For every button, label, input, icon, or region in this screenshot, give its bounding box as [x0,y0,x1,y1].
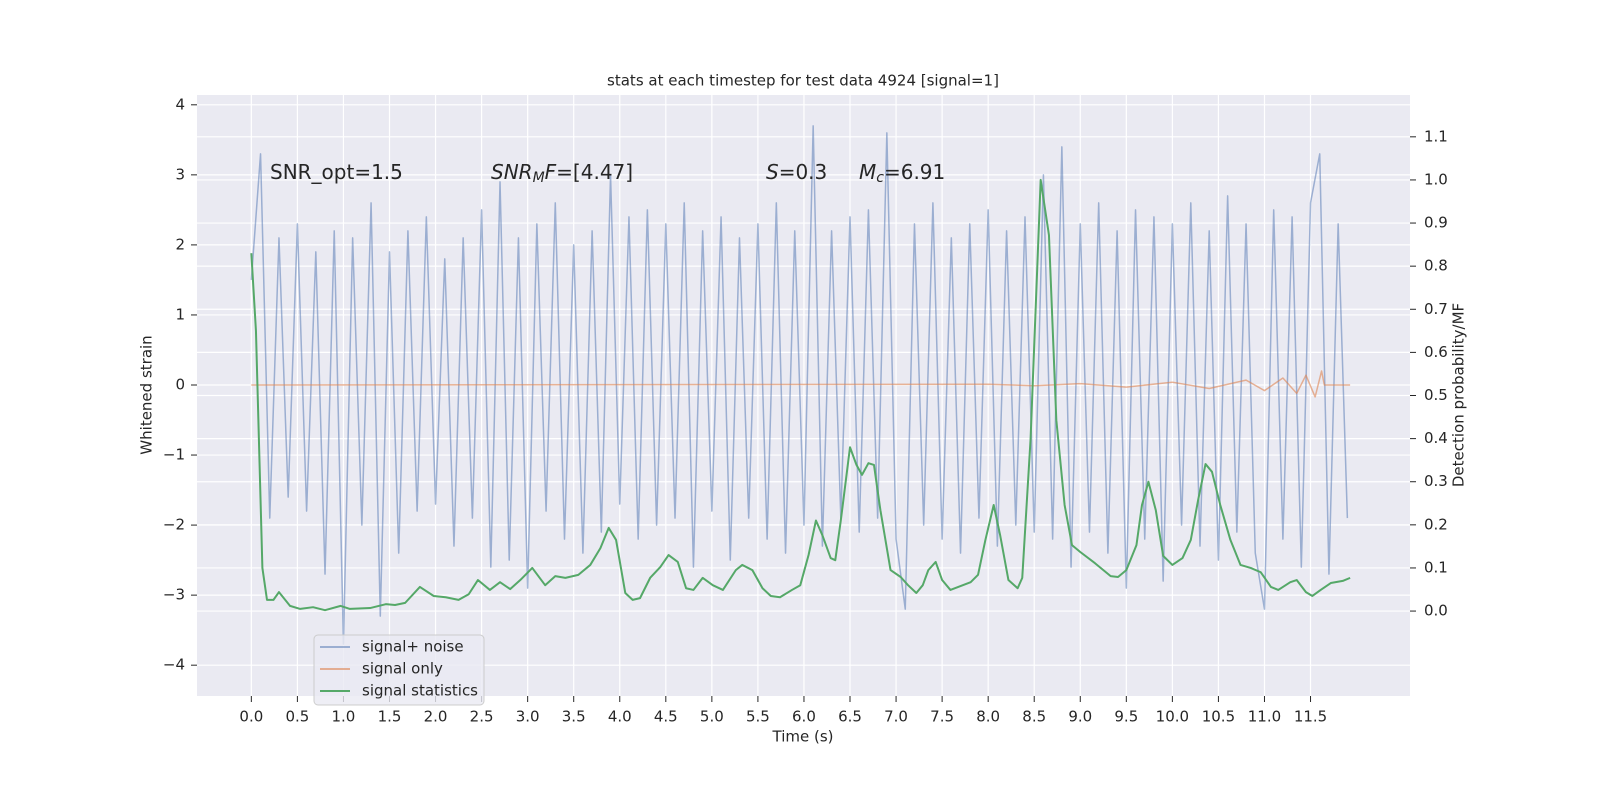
legend: signal+ noise signal only signal statistic… [313,634,485,706]
y-tick-label: 3 [175,165,185,183]
y-tick-label: −2 [163,516,185,534]
annotation-part: SNR_opt=1.5 [270,160,403,184]
annotation-part: =0.3 [779,160,828,184]
x-tick-label: 1.0 [332,708,356,726]
x-tick-label: 10.0 [1156,708,1189,726]
x-tick-label: 1.5 [378,708,402,726]
y-tick-label: −4 [163,656,185,674]
x-tick-label: 5.0 [700,708,724,726]
legend-label: signal statistics [362,682,478,700]
x-tick-label: 0.0 [239,708,263,726]
y2-tick-label: 0.3 [1424,472,1448,490]
annotation-part: c [876,170,884,186]
axes: 0.0 0.5 1.0 1.5 2.0 2.5 3.0 3.5 4.0 4.5 5.0 5.5 6.0 6… [163,95,1448,725]
y-tick-label: −3 [163,586,185,604]
x-tick-label: 2.0 [424,708,448,726]
y2-tick-label: 0.6 [1424,343,1448,361]
y2-tick-label: 0.1 [1424,558,1448,576]
series-line [250,178,1351,612]
y-tick-label: 2 [175,235,185,253]
y2-tick-label: 0.5 [1424,386,1448,404]
y2-tick-label: 0.9 [1424,214,1448,232]
y-tick-label: 4 [175,95,185,113]
x-tick-label: 3.5 [562,708,586,726]
y2-tick-label: 0.4 [1424,429,1448,447]
y2-tick-label: 0.7 [1424,300,1448,318]
annotation: S=0.3 [766,160,827,184]
annotation-part: M [859,160,876,184]
x-tick-label: 10.5 [1202,708,1235,726]
y2-tick-label: 0.2 [1424,515,1448,533]
annotation: Mc=6.91 [859,160,945,187]
y-tick-label: 0 [175,375,185,393]
x-tick-label: 0.5 [285,708,309,726]
x-tick-label: 3.0 [516,708,540,726]
y-tick-label: −1 [163,446,185,464]
x-tick-label: 6.5 [838,708,862,726]
y2-tick-label: 0.0 [1424,602,1448,620]
x-tick-label: 9.0 [1068,708,1092,726]
annotation-part: M [533,170,545,186]
y-tick-label: 1 [175,305,185,323]
series-line [250,125,1349,645]
y2-tick-label: 0.8 [1424,257,1448,275]
annotation-part: =[4.47] [556,160,633,184]
legend-label: signal only [362,660,443,678]
y2-tick-label: 1.0 [1424,170,1448,188]
x-tick-label: 8.0 [976,708,1000,726]
x-axis-label: Time (s) [772,728,834,746]
x-tick-label: 7.0 [884,708,908,726]
y2-axis-label: Detection probability/MF [1450,303,1468,487]
x-tick-label: 2.5 [470,708,494,726]
annotation-part: S [766,160,779,184]
chart-title: stats at each timestep for test data 492… [607,72,999,90]
legend-box [313,634,485,706]
y-axis-label: Whitened strain [138,335,156,454]
annotation-part: F [545,160,557,184]
x-tick-label: 11.0 [1248,708,1281,726]
x-tick-label: 4.5 [654,708,678,726]
marks [250,125,1351,645]
x-tick-label: 6.0 [792,708,816,726]
annotation: SNRMF=[4.47] [491,160,633,187]
annotation-part: SNR [491,160,533,184]
annotation: SNR_opt=1.5 [270,160,403,184]
x-tick-label: 9.5 [1114,708,1138,726]
annotation-part: =6.91 [884,160,945,184]
x-tick-label: 4.0 [608,708,632,726]
legend-label: signal+ noise [362,638,464,656]
x-tick-label: 8.5 [1022,708,1046,726]
x-tick-label: 5.5 [746,708,770,726]
x-tick-label: 7.5 [930,708,954,726]
y2-tick-label: 1.1 [1424,127,1448,145]
series-line [251,370,1351,398]
x-tick-label: 11.5 [1294,708,1327,726]
